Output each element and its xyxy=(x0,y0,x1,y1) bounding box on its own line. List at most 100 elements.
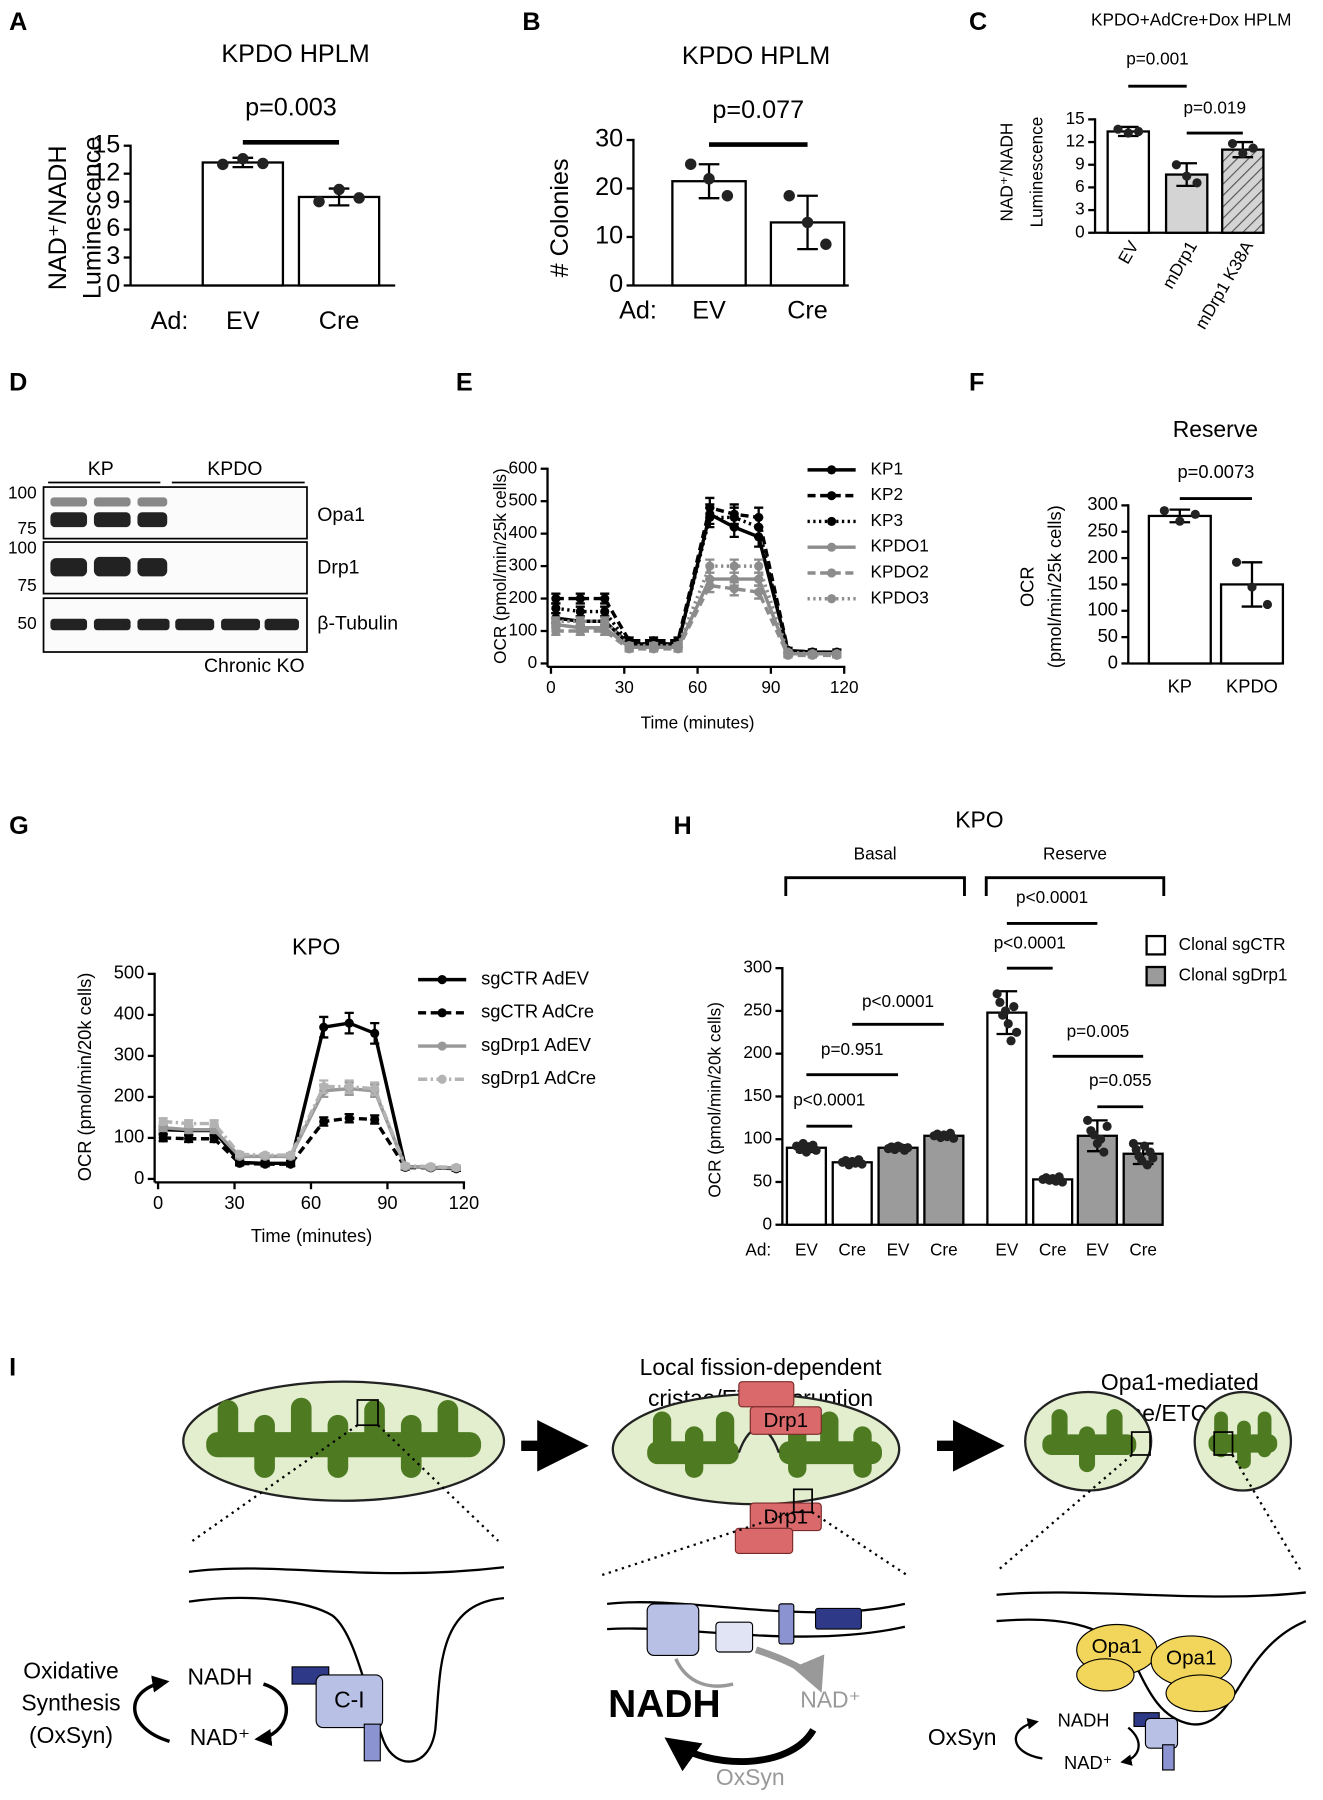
data-point xyxy=(1142,1160,1152,1170)
data-point xyxy=(1248,143,1258,153)
x-tick-label: Cre xyxy=(1039,1240,1067,1260)
bar xyxy=(1221,148,1265,234)
data-point xyxy=(995,997,1005,1007)
y-tick-label: 15 xyxy=(92,130,120,158)
y-tick-label: 0 xyxy=(1075,221,1085,241)
data-point xyxy=(344,1113,354,1123)
stage-title: Local fission-dependent xyxy=(640,1354,882,1380)
x-tick-label: 0 xyxy=(546,677,556,697)
panel-letter: A xyxy=(9,8,27,36)
data-point xyxy=(551,626,561,636)
p-value: p=0.951 xyxy=(821,1039,884,1059)
data-point xyxy=(344,1018,354,1028)
x-tick-label: EV xyxy=(1114,237,1143,267)
y-tick-label: 0 xyxy=(134,1167,144,1188)
data-point xyxy=(705,580,715,591)
metabolite: NADH xyxy=(1058,1710,1110,1731)
data-point xyxy=(257,157,269,170)
data-point xyxy=(600,626,610,636)
metabolite: NAD⁺ xyxy=(190,1724,250,1750)
x-tick-label: EV xyxy=(887,1240,910,1260)
x-tick-label: Cre xyxy=(1129,1240,1157,1260)
p-value: p=0.003 xyxy=(245,94,337,122)
western-blot: KP KPDO 100 75 100 75 50 Opa1 Drp1 β-Tub… xyxy=(8,458,398,677)
y-axis-label: NAD⁺/NADH xyxy=(997,123,1017,222)
blot-note: Chronic KO xyxy=(204,655,305,677)
p-value: p<0.0001 xyxy=(1016,887,1088,907)
x-tick-label: KPDO xyxy=(1226,675,1278,696)
panel-letter: B xyxy=(522,8,540,36)
data-point xyxy=(1057,1177,1067,1187)
process-label: OxSyn xyxy=(928,1724,997,1750)
legend-marker xyxy=(827,568,837,578)
legend-marker xyxy=(437,975,447,985)
panel-letter: E xyxy=(456,369,473,397)
data-point xyxy=(286,1159,296,1169)
protein-label: β-Tubulin xyxy=(317,613,398,635)
series-line xyxy=(163,1021,457,1171)
y-axis-label: OCR (pmol/min/20k cells) xyxy=(74,973,95,1182)
data-point xyxy=(1148,1153,1158,1163)
data-point xyxy=(158,1133,168,1143)
data-point xyxy=(624,641,634,651)
x-tick-label: 60 xyxy=(301,1192,321,1213)
metabolite: NADH xyxy=(187,1663,252,1689)
data-point xyxy=(551,616,561,626)
data-point xyxy=(1262,599,1273,610)
bar xyxy=(201,161,285,287)
x-tick-label: 120 xyxy=(449,1192,480,1213)
x-tick-label: 90 xyxy=(377,1192,397,1213)
legend-marker xyxy=(827,491,837,501)
data-point xyxy=(1102,1121,1112,1131)
p-value: p<0.0001 xyxy=(994,933,1066,953)
x-tick-label: EV xyxy=(226,307,260,335)
data-point xyxy=(1089,1130,1099,1140)
size-marker: 50 xyxy=(18,613,37,633)
chart-title: Reserve xyxy=(1173,416,1258,442)
group-label: Basal xyxy=(854,843,897,863)
data-point xyxy=(754,561,764,571)
data-point xyxy=(1113,124,1123,134)
series-line xyxy=(163,1086,457,1170)
y-tick-label: 15 xyxy=(1066,108,1085,128)
bar xyxy=(1106,130,1151,234)
x-tick-label: 120 xyxy=(830,677,859,697)
protein-label: Drp1 xyxy=(317,557,359,579)
data-point xyxy=(286,1150,296,1160)
bar xyxy=(923,1134,965,1226)
p-value: p=0.001 xyxy=(1126,48,1189,68)
legend-marker xyxy=(827,465,837,475)
data-point xyxy=(400,1161,410,1171)
data-point xyxy=(575,593,585,604)
data-point xyxy=(426,1162,436,1172)
data-point xyxy=(1134,126,1144,137)
y-tick-label: 0 xyxy=(762,1213,772,1233)
legend-label: Clonal sgDrp1 xyxy=(1179,965,1288,985)
y-tick-label: 500 xyxy=(509,490,538,510)
data-point xyxy=(857,1159,867,1169)
y-tick-label: 50 xyxy=(1098,625,1118,646)
data-point xyxy=(184,1118,194,1129)
data-point xyxy=(353,192,365,204)
x-tick-label: Cre xyxy=(838,1240,866,1260)
bar xyxy=(831,1161,873,1226)
complex-label: C-I xyxy=(334,1686,365,1712)
data-point xyxy=(600,593,610,604)
y-axis-label: Luminescence xyxy=(79,137,107,299)
data-point xyxy=(333,183,345,196)
y-axis-label: # Colonies xyxy=(546,158,574,277)
legend-label: KPDO3 xyxy=(871,587,929,607)
x-tick-label: Cre xyxy=(930,1240,958,1260)
y-axis-label: Luminescence xyxy=(1026,117,1046,228)
y-axis-label: OCR xyxy=(1016,566,1037,607)
data-point xyxy=(729,584,739,594)
data-point xyxy=(1096,1134,1106,1144)
legend-swatch xyxy=(1145,965,1167,987)
y-tick-label: 20 xyxy=(595,173,623,201)
panel-letters: A B C D E F G H I xyxy=(9,8,987,1382)
process-label: OxSyn xyxy=(716,1764,785,1790)
category-prefix: Ad: xyxy=(745,1240,771,1260)
p-value: p<0.0001 xyxy=(862,991,934,1011)
data-point xyxy=(1123,128,1133,138)
